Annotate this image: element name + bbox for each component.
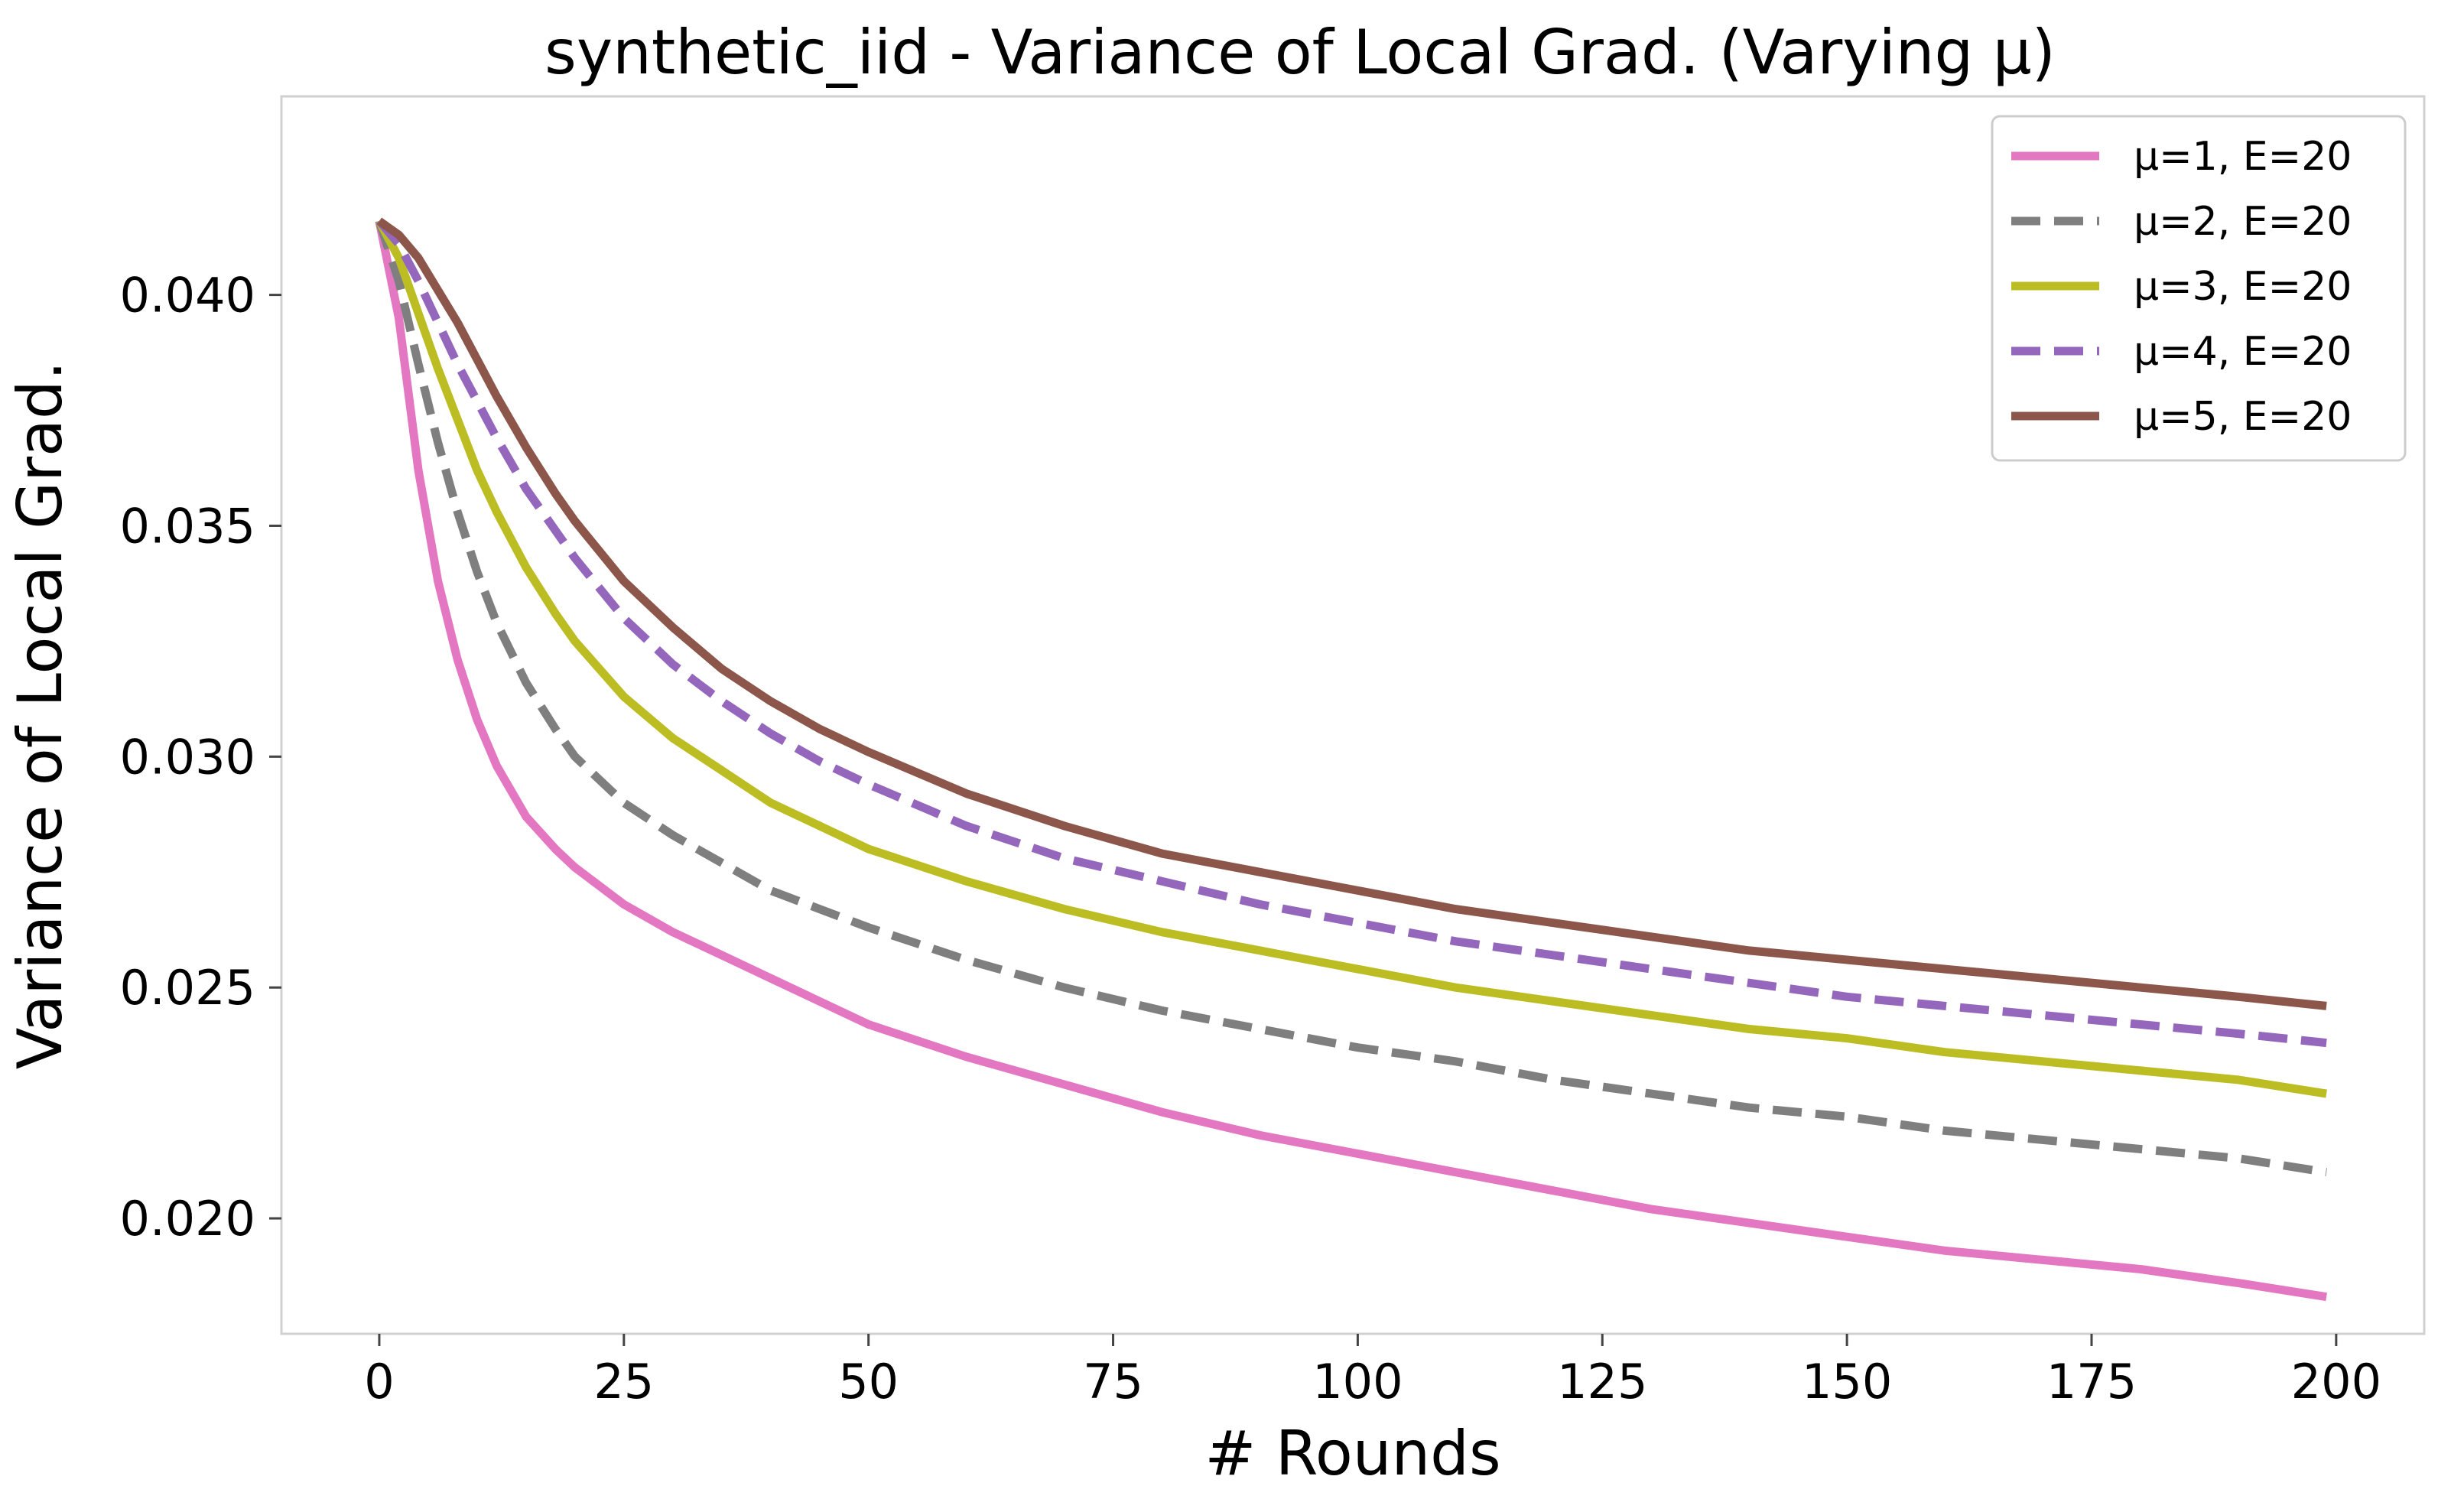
legend-label-mu-5: μ=5, E=20	[2134, 394, 2352, 440]
legend-label-mu-3: μ=3, E=20	[2134, 264, 2352, 310]
legend: μ=1, E=20 μ=2, E=20 μ=3, E=20 μ=4, E=20 μ=5,…	[1991, 115, 2407, 462]
x-tick-label: 200	[2291, 1354, 2381, 1410]
x-tick-label: 125	[1557, 1354, 1647, 1410]
x-tick-label: 100	[1312, 1354, 1403, 1410]
x-axis-ticks: 0 25 50 75 100 125 150 175 200	[364, 1334, 2381, 1410]
y-tick-label: 0.040	[120, 268, 256, 324]
y-axis-ticks: 0.020 0.025 0.030 0.035 0.040	[120, 268, 281, 1247]
series-line-mu-2	[375, 219, 2327, 1177]
legend-label-mu-1: μ=1, E=20	[2134, 134, 2352, 180]
x-tick-label: 25	[593, 1354, 654, 1410]
legend-items: μ=1, E=20 μ=2, E=20 μ=3, E=20 μ=4, E=20 μ=5,…	[2011, 134, 2352, 440]
x-tick-label: 75	[1083, 1354, 1143, 1410]
y-tick-label: 0.035	[120, 498, 256, 554]
legend-label-mu-2: μ=2, E=20	[2134, 199, 2352, 245]
series-lines	[375, 217, 2327, 1302]
series-line-mu-5	[376, 217, 2327, 1010]
series-line-mu-3	[375, 219, 2327, 1098]
series-line-mu-1	[375, 219, 2327, 1302]
y-tick-label: 0.020	[120, 1191, 256, 1247]
x-tick-label: 150	[1802, 1354, 1892, 1410]
plot-area-frame	[280, 95, 2426, 1335]
y-axis-label: Variance of Local Grad.	[5, 361, 76, 1069]
x-tick-label: 50	[838, 1354, 899, 1410]
x-tick-label: 175	[2046, 1354, 2137, 1410]
chart-title: synthetic_iid - Variance of Local Grad. …	[544, 17, 2056, 88]
x-tick-label: 0	[364, 1354, 394, 1410]
legend-label-mu-4: μ=4, E=20	[2134, 329, 2352, 375]
y-tick-label: 0.025	[120, 960, 256, 1016]
y-tick-label: 0.030	[120, 729, 256, 785]
legend-box	[1991, 115, 2407, 462]
x-axis-label: # Rounds	[1204, 1418, 1500, 1489]
series-line-mu-4	[375, 218, 2327, 1048]
